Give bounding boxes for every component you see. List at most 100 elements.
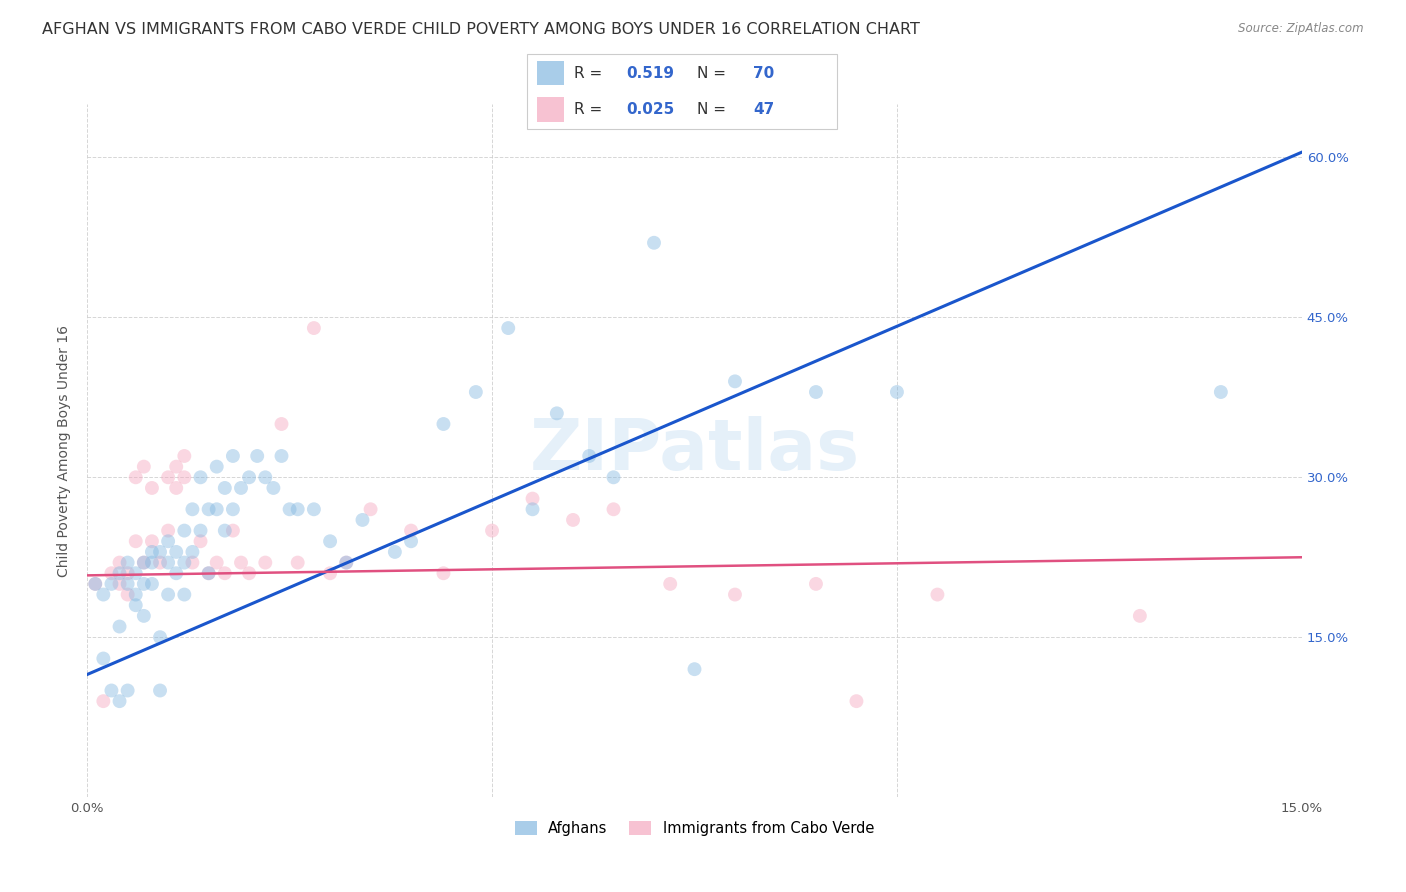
Point — [522, 491, 544, 506]
Text: N =: N = — [697, 67, 731, 81]
Point — [262, 481, 284, 495]
Point — [845, 694, 868, 708]
Y-axis label: Child Poverty Among Boys Under 16: Child Poverty Among Boys Under 16 — [58, 325, 72, 576]
Point — [214, 481, 236, 495]
Point — [683, 662, 706, 676]
Point — [546, 406, 568, 420]
Point — [108, 556, 131, 570]
Point — [132, 608, 155, 623]
Point — [108, 566, 131, 581]
Point — [302, 502, 325, 516]
Point — [93, 651, 115, 665]
Point — [141, 556, 163, 570]
Point — [125, 588, 148, 602]
Point — [157, 524, 180, 538]
Point — [84, 577, 107, 591]
Point — [141, 545, 163, 559]
Point — [602, 470, 624, 484]
Point — [254, 556, 277, 570]
Point — [190, 524, 212, 538]
Point — [205, 459, 228, 474]
Text: ZIPatlas: ZIPatlas — [530, 417, 859, 485]
Point — [319, 566, 342, 581]
Point — [165, 459, 187, 474]
Point — [173, 449, 195, 463]
Point — [125, 470, 148, 484]
Point — [804, 577, 827, 591]
Point — [804, 384, 827, 399]
Point — [125, 598, 148, 612]
Point — [157, 534, 180, 549]
Point — [481, 524, 503, 538]
Text: 0.519: 0.519 — [626, 67, 675, 81]
Point — [125, 566, 148, 581]
Point — [1209, 384, 1232, 399]
Point — [399, 534, 422, 549]
Point — [496, 321, 519, 335]
Point — [222, 524, 245, 538]
Point — [117, 577, 139, 591]
Point — [100, 683, 122, 698]
Point — [149, 683, 172, 698]
Point — [197, 566, 219, 581]
Point — [149, 630, 172, 644]
Point — [222, 502, 245, 516]
Point — [287, 556, 309, 570]
Point — [165, 545, 187, 559]
Point — [173, 524, 195, 538]
Text: 47: 47 — [754, 102, 775, 117]
Point — [173, 556, 195, 570]
Point — [254, 470, 277, 484]
Point — [93, 588, 115, 602]
Point — [181, 502, 204, 516]
Point — [117, 556, 139, 570]
Point — [108, 619, 131, 633]
Point — [214, 566, 236, 581]
Point — [141, 534, 163, 549]
Point — [270, 417, 292, 431]
Point — [108, 577, 131, 591]
Point — [287, 502, 309, 516]
Point — [117, 566, 139, 581]
Point — [132, 556, 155, 570]
Point — [141, 577, 163, 591]
Point — [222, 449, 245, 463]
FancyBboxPatch shape — [527, 54, 837, 129]
Point — [229, 481, 252, 495]
Point — [432, 566, 454, 581]
Point — [205, 556, 228, 570]
Text: Source: ZipAtlas.com: Source: ZipAtlas.com — [1239, 22, 1364, 36]
Point — [214, 524, 236, 538]
Point — [190, 534, 212, 549]
Point — [205, 502, 228, 516]
Text: 70: 70 — [754, 67, 775, 81]
Point — [302, 321, 325, 335]
Point — [181, 556, 204, 570]
Point — [181, 545, 204, 559]
Point — [319, 534, 342, 549]
Point — [278, 502, 301, 516]
Point — [927, 588, 949, 602]
Point — [117, 588, 139, 602]
Point — [117, 683, 139, 698]
Point — [384, 545, 406, 559]
Point — [157, 556, 180, 570]
Point — [270, 449, 292, 463]
Point — [602, 502, 624, 516]
Point — [125, 534, 148, 549]
Point — [93, 694, 115, 708]
Point — [562, 513, 585, 527]
Point — [335, 556, 357, 570]
Point — [157, 470, 180, 484]
Point — [132, 459, 155, 474]
Point — [238, 566, 260, 581]
Point — [149, 545, 172, 559]
Point — [724, 588, 747, 602]
Point — [335, 556, 357, 570]
Point — [197, 566, 219, 581]
Point — [108, 694, 131, 708]
Point — [399, 524, 422, 538]
Point — [141, 481, 163, 495]
Text: R =: R = — [574, 102, 607, 117]
Text: AFGHAN VS IMMIGRANTS FROM CABO VERDE CHILD POVERTY AMONG BOYS UNDER 16 CORRELATI: AFGHAN VS IMMIGRANTS FROM CABO VERDE CHI… — [42, 22, 920, 37]
